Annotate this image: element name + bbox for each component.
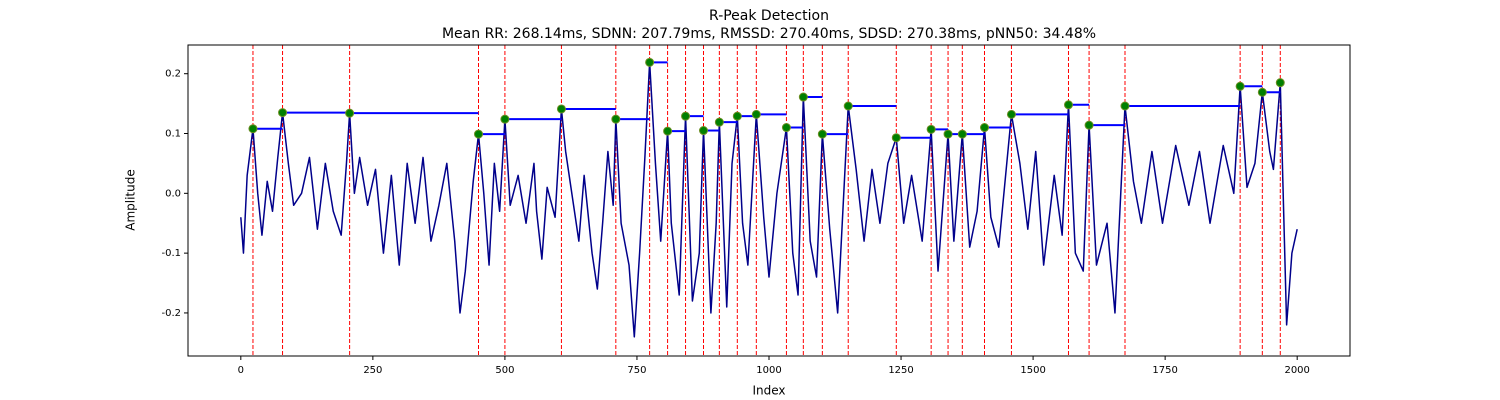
- peak-point: [714, 117, 724, 127]
- peak-point: [663, 126, 673, 136]
- peak-point: [500, 114, 510, 124]
- chart-title: R-Peak Detection: [709, 8, 829, 24]
- plot-frame: [187, 44, 1351, 357]
- x-tick-label: 1750: [1152, 365, 1177, 376]
- peak-point: [645, 57, 655, 67]
- peak-point: [798, 92, 808, 102]
- peak-point: [1063, 100, 1073, 110]
- x-tick-label: 750: [627, 365, 646, 376]
- peak-point: [781, 123, 791, 133]
- peak-point: [474, 129, 483, 139]
- peak-point: [732, 111, 742, 121]
- x-tick-label: 2000: [1284, 365, 1309, 376]
- peak-point: [943, 129, 953, 139]
- y-tick-label: 0.2: [165, 69, 181, 80]
- x-tick-label: 500: [495, 365, 514, 376]
- x-tick-label: 0: [238, 365, 244, 376]
- y-tick-label: -0.1: [161, 248, 181, 259]
- peak-point: [1006, 109, 1016, 119]
- x-tick-label: 1500: [1020, 365, 1045, 376]
- peak-point: [1257, 87, 1267, 97]
- x-axis-label: Index: [752, 384, 785, 398]
- y-tick-label: 0.0: [165, 188, 181, 199]
- peak-point: [843, 101, 853, 111]
- peak-point: [1120, 101, 1130, 111]
- peak-point: [751, 109, 761, 119]
- y-tick-label: -0.2: [161, 308, 181, 319]
- peak-point: [926, 124, 936, 134]
- peak-point: [817, 129, 827, 139]
- chart-subtitle: Mean RR: 268.14ms, SDNN: 207.79ms, RMSSD…: [442, 26, 1096, 42]
- y-axis-label: Amplitude: [124, 169, 138, 231]
- peak-point: [681, 111, 691, 121]
- peak-point: [556, 104, 566, 114]
- peak-point: [891, 133, 901, 143]
- peak-point: [248, 124, 258, 134]
- x-tick-label: 1250: [888, 365, 913, 376]
- x-tick-label: 250: [363, 365, 382, 376]
- peak-point: [611, 114, 621, 124]
- peak-point: [699, 126, 709, 136]
- y-tick-label: 0.1: [165, 129, 181, 140]
- peak-point: [1084, 120, 1094, 130]
- peak-point: [1275, 78, 1285, 88]
- peak-point: [979, 123, 989, 133]
- peak-point: [1235, 81, 1245, 91]
- peak-point: [957, 129, 967, 139]
- peak-point: [278, 108, 288, 118]
- peak-point: [345, 108, 355, 118]
- x-tick-label: 1000: [756, 365, 781, 376]
